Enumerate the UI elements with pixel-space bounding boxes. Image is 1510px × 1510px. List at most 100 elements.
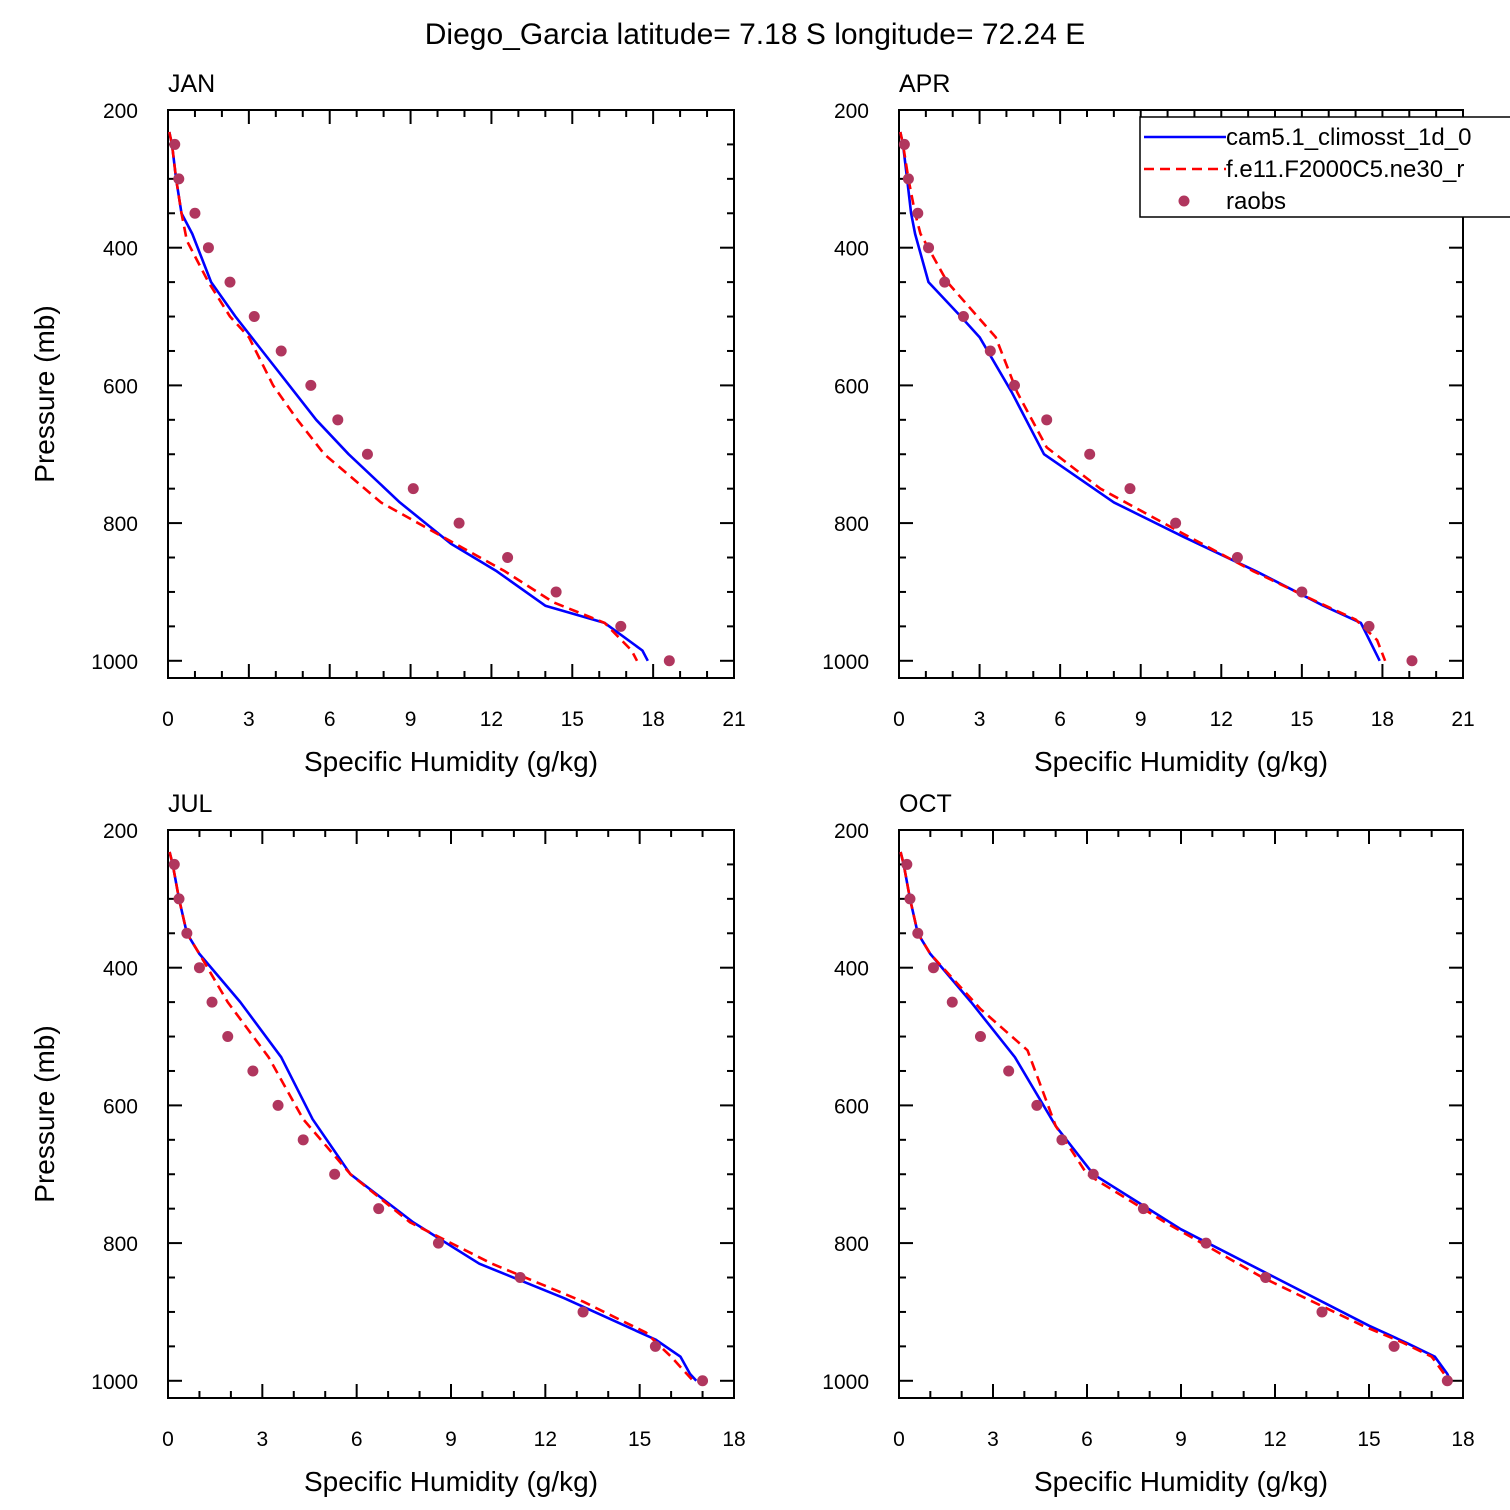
legend-marker	[1178, 195, 1190, 207]
y-tick-label: 200	[834, 100, 869, 123]
raobs-point	[173, 893, 185, 905]
raobs-point	[272, 1099, 284, 1111]
y-tick-label: 600	[103, 375, 138, 398]
raobs-point	[550, 586, 562, 598]
raobs-point	[248, 311, 260, 323]
x-tick-label: 0	[893, 1428, 905, 1451]
y-tick-label: 800	[834, 1233, 869, 1256]
raobs-point	[1170, 517, 1182, 529]
x-axis-title: Specific Humidity (g/kg)	[1034, 746, 1328, 777]
x-tick-label: 9	[445, 1428, 457, 1451]
y-tick-label: 400	[834, 238, 869, 261]
raobs-point	[332, 414, 344, 426]
raobs-point	[275, 345, 287, 357]
raobs-point	[305, 379, 317, 391]
y-tick-label: 600	[834, 375, 869, 398]
raobs-point	[912, 927, 924, 939]
raobs-point	[1363, 620, 1375, 632]
y-tick-label: 200	[103, 820, 138, 843]
legend-box	[1139, 116, 1510, 218]
raobs-point	[1003, 1065, 1015, 1077]
raobs-point	[189, 207, 201, 219]
raobs-point	[222, 1031, 234, 1043]
raobs-point	[1087, 1168, 1099, 1180]
figure-title: Diego_Garcia latitude= 7.18 S longitude=…	[425, 18, 1085, 51]
raobs-point	[984, 345, 996, 357]
raobs-point	[329, 1168, 341, 1180]
raobs-point	[224, 276, 236, 288]
y-tick-label: 600	[103, 1095, 138, 1118]
x-tick-label: 18	[722, 1428, 745, 1451]
plot-frame	[898, 829, 1464, 1399]
y-tick-label: 200	[103, 100, 138, 123]
raobs-point	[904, 893, 916, 905]
raobs-point	[1316, 1306, 1328, 1318]
raobs-point	[373, 1203, 385, 1215]
raobs-point	[615, 620, 627, 632]
x-tick-label: 12	[480, 708, 503, 731]
y-tick-label: 800	[834, 513, 869, 536]
x-tick-label: 0	[162, 1428, 174, 1451]
series-line-f-e11	[168, 131, 639, 662]
raobs-point	[946, 996, 958, 1008]
series-line-f-e11	[168, 851, 695, 1382]
y-tick-label: 800	[103, 513, 138, 536]
x-tick-label: 21	[722, 708, 745, 731]
raobs-point	[1008, 379, 1020, 391]
y-tick-label: 1000	[91, 1371, 138, 1394]
x-tick-label: 9	[405, 708, 417, 731]
x-tick-label: 18	[1451, 1428, 1474, 1451]
raobs-point	[453, 517, 465, 529]
raobs-point	[923, 242, 935, 254]
legend-label: f.e11.F2000C5.ne30_r	[1226, 156, 1464, 183]
legend: cam5.1_climosst_1d_0 f.e11.F2000C5.ne30_r…	[1139, 116, 1510, 218]
raobs-point	[939, 276, 951, 288]
raobs-point	[502, 552, 514, 564]
x-axis-title: Specific Humidity (g/kg)	[1034, 1466, 1328, 1497]
raobs-point	[974, 1031, 986, 1043]
x-tick-label: 12	[534, 1428, 557, 1451]
x-tick-label: 15	[628, 1428, 651, 1451]
raobs-point	[912, 207, 924, 219]
x-tick-label: 6	[1081, 1428, 1093, 1451]
x-tick-label: 15	[1357, 1428, 1380, 1451]
raobs-point	[927, 962, 939, 974]
panel-label: JUL	[168, 790, 213, 818]
raobs-point	[957, 311, 969, 323]
raobs-point	[1124, 483, 1136, 495]
y-tick-label: 1000	[91, 651, 138, 674]
x-tick-label: 12	[1210, 708, 1233, 731]
y-axis-title: Pressure (mb)	[29, 1025, 60, 1202]
x-tick-label: 21	[1451, 708, 1474, 731]
x-tick-label: 15	[1290, 708, 1313, 731]
raobs-point	[206, 996, 218, 1008]
raobs-point	[1031, 1099, 1043, 1111]
raobs-point	[168, 858, 180, 870]
raobs-point	[432, 1237, 444, 1249]
x-tick-label: 15	[561, 708, 584, 731]
raobs-point	[514, 1272, 526, 1284]
x-axis-title: Specific Humidity (g/kg)	[304, 1466, 598, 1497]
raobs-point	[1200, 1237, 1212, 1249]
y-tick-label: 400	[834, 958, 869, 981]
series-line-f-e11	[899, 131, 1387, 662]
raobs-point	[1441, 1375, 1453, 1387]
y-tick-label: 800	[103, 1233, 138, 1256]
legend-label: cam5.1_climosst_1d_0	[1226, 124, 1471, 151]
x-tick-label: 0	[893, 708, 905, 731]
raobs-point	[297, 1134, 309, 1146]
panel-label: OCT	[899, 790, 952, 818]
raobs-point	[902, 173, 914, 185]
raobs-point	[1388, 1340, 1400, 1352]
x-tick-label: 3	[243, 708, 255, 731]
x-tick-label: 0	[162, 708, 174, 731]
raobs-point	[1231, 552, 1243, 564]
x-tick-label: 9	[1175, 1428, 1187, 1451]
y-tick-label: 200	[834, 820, 869, 843]
raobs-point	[181, 927, 193, 939]
raobs-point	[663, 655, 675, 667]
plot-frame	[167, 109, 735, 679]
series-line-cam5	[899, 131, 1381, 662]
y-tick-label: 400	[103, 958, 138, 981]
